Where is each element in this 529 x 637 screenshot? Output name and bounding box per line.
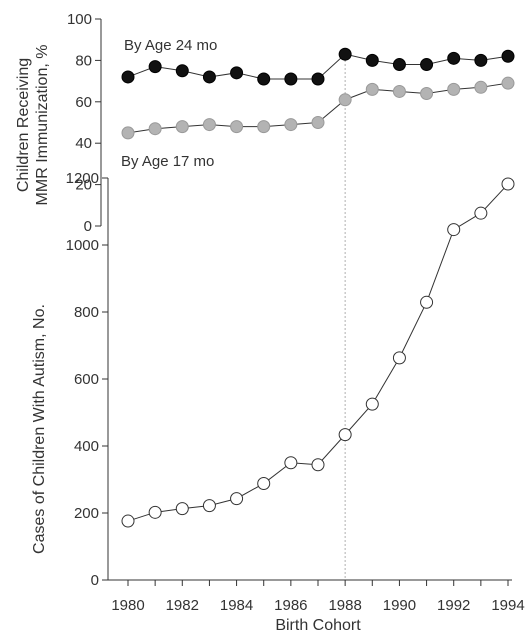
bottom-x-tick-label: 1994 <box>491 597 524 614</box>
series-24mo-point <box>365 53 379 67</box>
series-24mo-point <box>121 70 135 84</box>
top-y-tick-label: 60 <box>75 94 92 111</box>
bottom-x-axis-label: Birth Cohort <box>275 617 361 634</box>
autism-cases-point <box>202 499 216 513</box>
bottom-y-tick-label: 0 <box>91 572 99 589</box>
bottom-y-axis-label: Cases of Children With Autism, No. <box>31 304 48 554</box>
series-17mo-point <box>474 80 488 94</box>
series-24mo-point <box>202 70 216 84</box>
autism-cases-point <box>284 456 298 470</box>
autism-cases-point <box>474 206 488 220</box>
series-24mo-point <box>175 64 189 78</box>
bottom-x-tick-label: 1990 <box>383 597 416 614</box>
series-24mo-point <box>447 51 461 65</box>
series-24mo-point <box>257 72 271 86</box>
autism-cases-point <box>311 458 325 472</box>
top-y-axis-label: Children Receiving MMR Immunization, % <box>15 45 51 206</box>
autism-cases-point <box>121 514 135 528</box>
series-17mo-point <box>148 122 162 136</box>
autism-cases-point <box>338 428 352 442</box>
top-y-tick-label: 0 <box>84 218 92 235</box>
series-17mo-point <box>501 76 515 90</box>
series-24mo-point <box>311 72 325 86</box>
top-y-tick-label: 100 <box>67 11 92 28</box>
series-24mo-label: By Age 24 mo <box>124 37 217 54</box>
series-17mo-point <box>338 93 352 107</box>
bottom-x-tick-label: 1992 <box>437 597 470 614</box>
series-17mo-point <box>175 120 189 134</box>
series-17mo-point <box>392 84 406 98</box>
series-17mo-point <box>230 120 244 134</box>
series-24mo-point <box>148 60 162 74</box>
series-24mo-point <box>284 72 298 86</box>
series-17mo-point <box>311 116 325 129</box>
bottom-x-tick-label: 1988 <box>328 597 361 614</box>
autism-cases-point <box>420 295 434 309</box>
series-17mo-point <box>202 118 216 132</box>
bottom-x-tick-label: 1986 <box>274 597 307 614</box>
bottom-y-tick-label: 1000 <box>66 237 99 254</box>
series-24mo-point <box>392 58 406 72</box>
bottom-y-tick-label: 800 <box>74 304 99 321</box>
autism-cases-point <box>148 505 162 519</box>
series-17mo-point <box>121 126 135 140</box>
bottom-x-tick-label: 1980 <box>111 597 144 614</box>
top-y-tick-label: 20 <box>75 177 92 194</box>
series-17mo-point <box>365 82 379 96</box>
top-y-tick-label: 80 <box>75 52 92 69</box>
autism-cases-point <box>447 223 461 237</box>
series-24mo-point <box>501 49 515 63</box>
series-24mo-point <box>338 47 352 61</box>
bottom-y-tick-label: 600 <box>74 371 99 388</box>
bottom-x-tick-label: 1982 <box>166 597 199 614</box>
autism-cases-point <box>175 502 189 516</box>
autism-cases-point <box>230 492 244 506</box>
series-24mo-point <box>474 53 488 67</box>
bottom-x-tick-label: 1984 <box>220 597 253 614</box>
series-24mo-point <box>230 66 244 80</box>
bottom-y-tick-label: 200 <box>74 505 99 522</box>
bottom-y-tick-label: 400 <box>74 438 99 455</box>
mmr-immunization-panel: 0 20 40 60 80 100 Children Receiving MMR Immuni… <box>15 11 515 235</box>
series-17mo-point <box>447 82 461 96</box>
bottom-y-tick-label: 1200 <box>66 170 99 187</box>
series-17mo-label: By Age 17 mo <box>121 153 214 170</box>
autism-cases-point <box>392 351 406 365</box>
series-17mo-point <box>284 118 298 132</box>
series-17mo-point <box>257 120 271 134</box>
top-y-tick-label: 40 <box>75 135 92 152</box>
series-24mo-point <box>420 58 434 72</box>
autism-cases-point <box>257 477 271 491</box>
series-17mo-point <box>420 87 434 101</box>
autism-cases-point <box>501 177 515 191</box>
autism-cases-point <box>365 397 379 411</box>
